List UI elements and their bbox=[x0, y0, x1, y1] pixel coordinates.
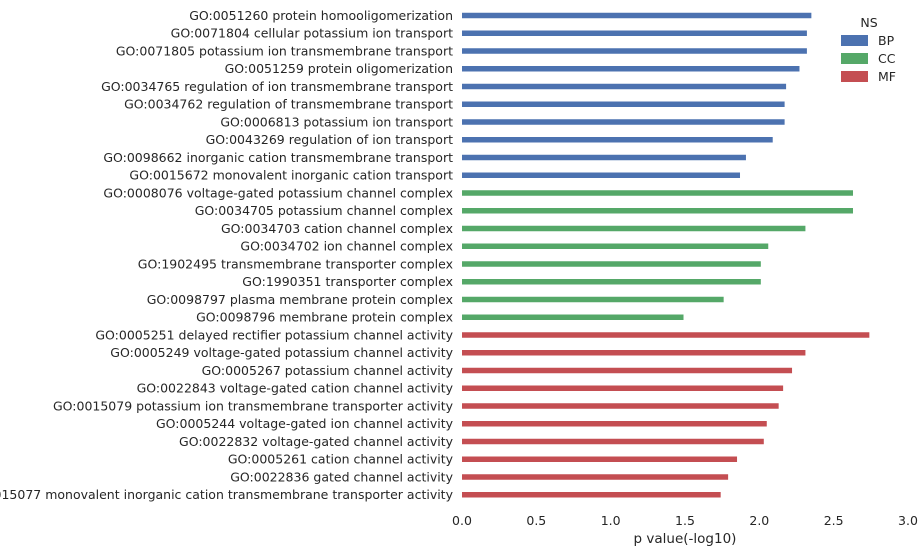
category-label: GO:0034765 regulation of ion transmembra… bbox=[101, 79, 453, 94]
category-label: GO:0022832 voltage-gated channel activit… bbox=[179, 434, 454, 449]
category-label: GO:0043269 regulation of ion transport bbox=[206, 132, 454, 147]
x-tick-label: 1.0 bbox=[601, 513, 621, 528]
category-label: GO:0034705 potassium channel complex bbox=[195, 203, 453, 218]
category-label: GO:1990351 transporter complex bbox=[242, 274, 453, 289]
category-label: GO:0005261 cation channel activity bbox=[228, 452, 454, 467]
bar-bp bbox=[462, 48, 807, 54]
bar-bp bbox=[462, 101, 785, 107]
x-tick-label: 2.0 bbox=[749, 513, 769, 528]
category-label: GO:0051260 protein homooligomerization bbox=[189, 8, 453, 23]
category-label: GO:0098797 plasma membrane protein compl… bbox=[147, 292, 453, 307]
bar-bp bbox=[462, 172, 741, 178]
category-label: GO:0022836 gated channel activity bbox=[230, 469, 453, 484]
bar-bp bbox=[462, 154, 746, 161]
bar-cc bbox=[462, 208, 853, 214]
bar-mf bbox=[462, 474, 729, 480]
bar-mf bbox=[462, 421, 767, 427]
category-label: GO:0071805 potassium ion transmembrane t… bbox=[116, 43, 453, 58]
bar-cc bbox=[462, 225, 806, 232]
x-tick-label: 1.5 bbox=[675, 513, 695, 528]
bar-mf bbox=[462, 385, 784, 391]
bar-bp bbox=[462, 83, 787, 90]
category-label: GO:0098796 membrane protein complex bbox=[196, 310, 453, 325]
category-label: GO:0005244 voltage-gated ion channel act… bbox=[156, 416, 454, 431]
legend-label-bp: BP bbox=[878, 33, 895, 48]
bar-mf bbox=[462, 332, 870, 338]
legend-label-cc: CC bbox=[878, 51, 896, 66]
category-label: GO:0034703 cation channel complex bbox=[221, 221, 453, 236]
legend-title: NS bbox=[860, 15, 877, 30]
bar-cc bbox=[462, 261, 761, 267]
bar-mf bbox=[462, 403, 779, 409]
category-label: GO:0006813 potassium ion transport bbox=[220, 114, 453, 129]
category-label: GO:0015079 potassium ion transmembrane t… bbox=[53, 398, 454, 413]
bar-bp bbox=[462, 30, 807, 36]
category-label: GO:1902495 transmembrane transporter com… bbox=[138, 256, 453, 271]
bar-cc bbox=[462, 279, 761, 285]
legend-swatch-mf bbox=[841, 71, 868, 82]
category-label: GO:0022843 voltage-gated cation channel … bbox=[137, 381, 454, 396]
bars-layer bbox=[462, 12, 870, 498]
bar-mf bbox=[462, 367, 793, 374]
category-label: GO:0005267 potassium channel activity bbox=[202, 363, 454, 378]
category-label: GO:0071804 cellular potassium ion transp… bbox=[171, 26, 453, 41]
bar-bp bbox=[462, 119, 785, 125]
x-axis-ticks: 0.0 0.5 1.0 1.5 2.0 2.5 3.0 bbox=[452, 513, 918, 528]
bar-cc bbox=[462, 190, 853, 196]
bar-cc bbox=[462, 296, 724, 303]
bar-bp bbox=[462, 66, 800, 72]
bar-cc bbox=[462, 314, 684, 320]
category-label: GO:0015672 monovalent inorganic cation t… bbox=[129, 168, 453, 183]
bar-mf bbox=[462, 492, 721, 498]
bar-mf bbox=[462, 438, 764, 445]
category-label: GO:0015077 monovalent inorganic cation t… bbox=[0, 487, 454, 502]
category-label: GO:0098662 inorganic cation transmembran… bbox=[103, 150, 453, 165]
x-tick-label: 0.0 bbox=[452, 513, 472, 528]
legend-label-mf: MF bbox=[878, 69, 896, 84]
bar-bp bbox=[462, 12, 812, 19]
category-label: GO:0005251 delayed rectifier potassium c… bbox=[95, 327, 453, 342]
legend-swatch-bp bbox=[841, 35, 868, 46]
x-tick-label: 0.5 bbox=[526, 513, 546, 528]
category-label: GO:0034702 ion channel complex bbox=[240, 239, 453, 254]
category-label: GO:0051259 protein oligomerization bbox=[225, 61, 453, 76]
bar-cc bbox=[462, 243, 769, 249]
bar-mf bbox=[462, 350, 806, 356]
legend: NS BP CC MF bbox=[841, 15, 896, 84]
category-label: GO:0005249 voltage-gated potassium chann… bbox=[110, 345, 453, 360]
category-label: GO:0008076 voltage-gated potassium chann… bbox=[103, 185, 453, 200]
bar-bp bbox=[462, 137, 773, 143]
category-label: GO:0034762 regulation of transmembrane t… bbox=[124, 97, 453, 112]
legend-swatch-cc bbox=[841, 53, 868, 64]
x-axis-label: p value(-log10) bbox=[634, 531, 737, 547]
category-labels: GO:0051260 protein homooligomerization GO… bbox=[0, 8, 454, 502]
bar-mf bbox=[462, 456, 738, 462]
x-tick-label: 2.5 bbox=[824, 513, 844, 528]
x-tick-label: 3.0 bbox=[898, 513, 918, 528]
